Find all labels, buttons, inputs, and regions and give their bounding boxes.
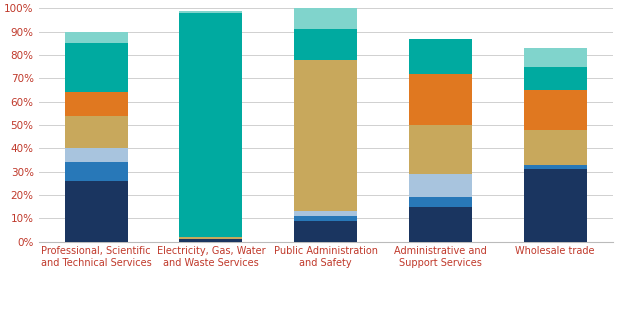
Bar	[409, 39, 472, 73]
Bar	[409, 206, 472, 242]
Bar	[294, 221, 357, 242]
Bar	[409, 197, 472, 206]
Bar	[65, 92, 128, 116]
Bar	[65, 32, 128, 43]
Bar	[65, 162, 128, 181]
Bar	[294, 0, 357, 29]
Bar	[65, 181, 128, 242]
Bar	[294, 216, 357, 221]
Bar	[294, 211, 357, 216]
Bar	[524, 165, 587, 169]
Legend: DHHS, DTF, DPC, DEDJTR, DJR, DELWP, DET: DHHS, DTF, DPC, DEDJTR, DJR, DELWP, DET	[162, 321, 489, 322]
Bar	[409, 125, 472, 174]
Bar	[524, 67, 587, 90]
Bar	[409, 73, 472, 125]
Bar	[180, 11, 242, 13]
Bar	[65, 148, 128, 162]
Bar	[409, 174, 472, 197]
Bar	[294, 29, 357, 60]
Bar	[65, 43, 128, 92]
Bar	[524, 90, 587, 129]
Bar	[180, 237, 242, 239]
Bar	[65, 116, 128, 148]
Bar	[180, 13, 242, 237]
Bar	[524, 129, 587, 165]
Bar	[524, 48, 587, 67]
Bar	[524, 169, 587, 242]
Bar	[294, 60, 357, 211]
Bar	[180, 239, 242, 242]
